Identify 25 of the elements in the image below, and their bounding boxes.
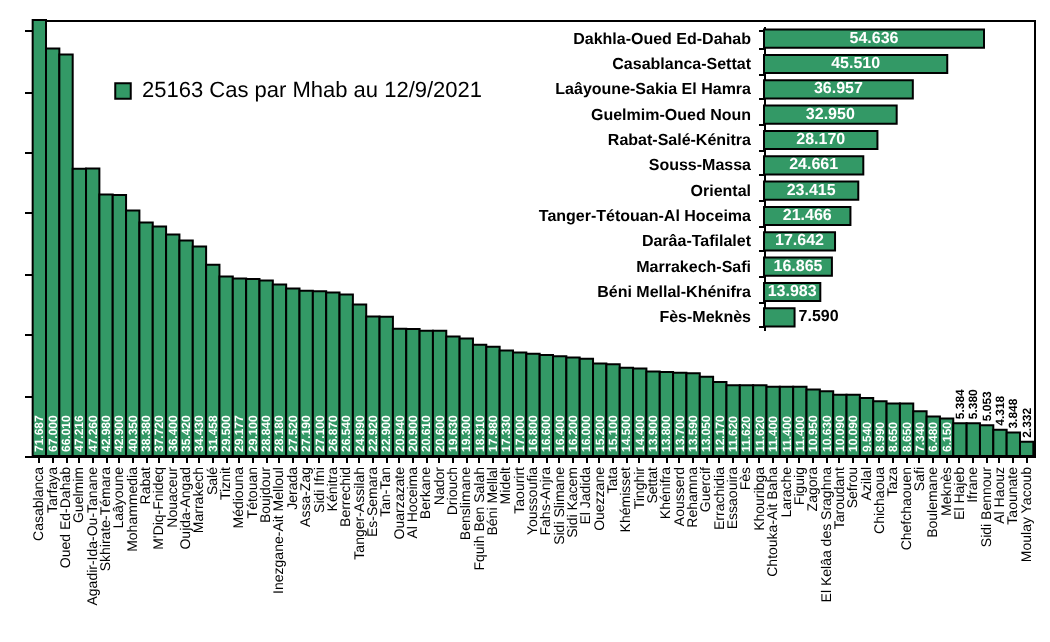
y-tick-label: Souss-Massa <box>648 156 753 175</box>
data-label: 28.170 <box>796 130 847 148</box>
y-tick-label: Fès-Meknès <box>659 308 753 327</box>
data-label: 23.415 <box>786 180 837 199</box>
y-tick-label: Rabat-Salé-Kénitra <box>607 131 753 149</box>
data-label: 13.983 <box>767 282 818 300</box>
y-tick-label: Tanger-Tétouan-Al Hoceima <box>538 207 753 225</box>
data-label: 32.950 <box>805 104 856 123</box>
data-label: 24.661 <box>789 155 840 174</box>
legend-label: 25163 Cas par Mhab au 12/9/2021 <box>142 79 483 103</box>
data-label: 16.865 <box>773 256 824 275</box>
data-label: 17.642 <box>775 231 826 250</box>
data-label: 21.466 <box>782 206 833 224</box>
y-tick-label: Marrakech-Safi <box>636 257 751 276</box>
data-label: 45.510 <box>831 54 882 72</box>
data-label: 36.957 <box>813 79 864 98</box>
data-label: 7.590 <box>798 307 840 326</box>
data-label: 54.636 <box>849 28 900 47</box>
y-tick-label: Laâyoune-Sakia El Hamra <box>555 80 753 99</box>
y-tick-label: Dakhla-Oued Ed-Dahab <box>573 29 752 48</box>
y-tick-label: Guelmim-Oued Noun <box>591 105 752 124</box>
y-tick-label: Béni Mellal-Khénifra <box>597 283 753 301</box>
y-tick-label: Casablanca-Settat <box>612 55 752 73</box>
y-tick-label: Oriental <box>690 181 751 200</box>
y-tick-label: Darâa-Tafilalet <box>641 232 752 251</box>
